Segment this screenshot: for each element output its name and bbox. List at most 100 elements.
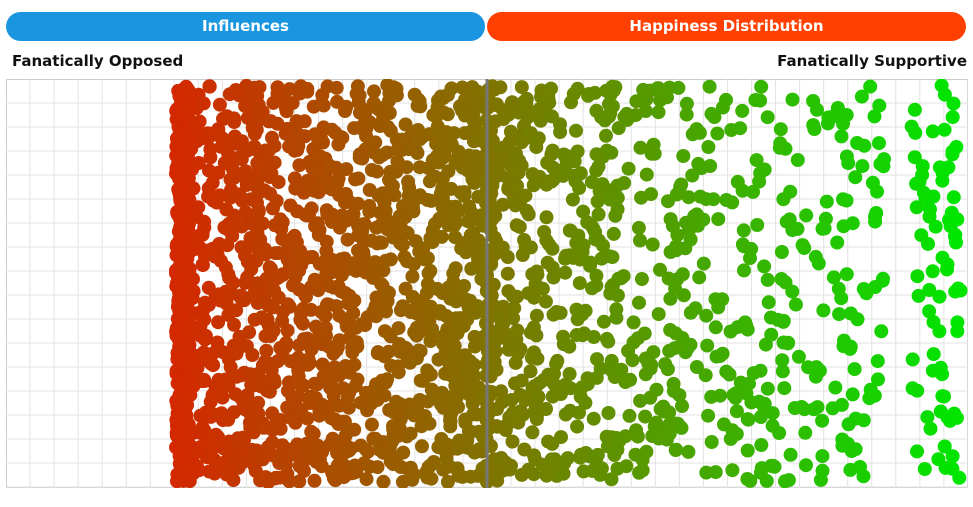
voter-dot xyxy=(761,295,776,310)
voter-dot xyxy=(307,473,322,488)
voter-dot xyxy=(539,210,554,225)
voter-dot xyxy=(539,468,554,483)
voter-dot xyxy=(340,391,355,405)
voter-dot xyxy=(437,328,452,343)
voter-dot xyxy=(386,419,400,434)
voter-dot xyxy=(500,266,515,281)
voter-dot xyxy=(953,283,968,298)
voter-dot xyxy=(806,118,821,133)
voter-dot xyxy=(474,386,489,401)
voter-dot xyxy=(754,79,769,94)
voter-dot xyxy=(662,405,677,420)
voter-dot xyxy=(326,258,341,273)
voter-dot xyxy=(651,81,666,96)
voter-dot xyxy=(831,281,846,296)
voter-dot xyxy=(740,472,755,486)
voter-dot xyxy=(821,110,836,125)
voter-dot xyxy=(271,246,286,260)
voter-dot xyxy=(446,274,461,289)
voter-dot xyxy=(292,128,307,143)
voter-dot xyxy=(850,136,865,150)
voter-dot xyxy=(467,175,482,190)
voter-dot xyxy=(440,474,455,488)
happiness-tab[interactable]: Happiness Distribution xyxy=(487,12,966,41)
voter-dot xyxy=(393,397,408,412)
voter-dot xyxy=(662,80,677,95)
voter-dot xyxy=(862,391,877,406)
voter-dot xyxy=(798,425,813,440)
voter-dot xyxy=(242,325,257,340)
voter-dot xyxy=(338,104,352,118)
voter-dot xyxy=(941,160,956,175)
voter-dot xyxy=(178,134,192,149)
voter-dot xyxy=(238,275,253,290)
voter-dot xyxy=(541,94,556,109)
voter-dot xyxy=(252,185,267,200)
voter-dot xyxy=(410,403,425,417)
voter-dot xyxy=(946,96,961,111)
voter-dot xyxy=(549,305,564,319)
influences-tab[interactable]: Influences xyxy=(6,12,485,41)
voter-dot xyxy=(596,238,610,253)
voter-dot xyxy=(477,301,492,315)
voter-dot xyxy=(318,309,333,323)
voter-dot xyxy=(472,442,487,457)
voter-dot xyxy=(670,228,685,242)
voter-dot xyxy=(296,249,311,264)
voter-dot xyxy=(704,106,719,121)
voter-dot xyxy=(421,161,436,176)
voter-dot xyxy=(352,147,367,162)
voter-dot xyxy=(517,442,532,457)
voter-dot xyxy=(591,159,606,174)
voter-dot xyxy=(219,202,234,217)
voter-dot xyxy=(599,128,613,143)
voter-dot xyxy=(324,182,339,197)
voter-dot xyxy=(453,349,468,363)
voter-dot xyxy=(300,411,315,426)
voter-dot xyxy=(267,138,282,153)
voter-dot xyxy=(810,400,825,415)
voter-dot xyxy=(706,192,721,207)
voter-dot xyxy=(874,324,889,339)
voter-dot xyxy=(724,123,739,137)
voter-dot xyxy=(591,207,606,222)
voter-dot xyxy=(935,389,950,404)
voter-dot xyxy=(281,234,296,249)
voter-dot xyxy=(610,202,625,217)
voter-dot xyxy=(704,389,719,404)
voter-dot xyxy=(908,125,923,140)
voter-dot xyxy=(327,369,342,384)
voter-dot xyxy=(406,257,421,272)
voter-dot xyxy=(527,345,541,360)
voter-dot xyxy=(421,307,436,322)
voter-dot xyxy=(307,127,322,142)
voter-dot xyxy=(589,103,604,118)
voter-dot xyxy=(876,271,890,286)
voter-dot xyxy=(198,328,213,343)
voter-dot xyxy=(540,255,555,270)
voter-dot xyxy=(649,415,664,430)
voter-dot xyxy=(485,133,500,148)
voter-dot xyxy=(711,212,726,227)
voter-dot xyxy=(573,166,588,181)
voter-dot xyxy=(225,221,240,235)
voter-dot xyxy=(619,106,634,121)
voter-dot xyxy=(457,126,472,141)
voter-dot xyxy=(518,393,533,408)
voter-dot xyxy=(374,235,389,250)
voter-dot xyxy=(585,463,600,478)
voter-dot xyxy=(587,85,602,100)
voter-dot xyxy=(206,358,221,373)
voter-dot xyxy=(926,315,941,330)
voter-dot xyxy=(396,445,411,460)
voter-dot xyxy=(556,466,571,481)
voter-dot xyxy=(639,92,654,107)
voter-dot xyxy=(928,219,943,234)
voter-dot xyxy=(870,354,885,369)
voter-dot xyxy=(310,216,325,231)
voter-dot xyxy=(910,269,925,284)
voter-dot xyxy=(174,296,189,311)
voter-dot xyxy=(514,135,529,150)
voter-dot xyxy=(560,451,575,466)
